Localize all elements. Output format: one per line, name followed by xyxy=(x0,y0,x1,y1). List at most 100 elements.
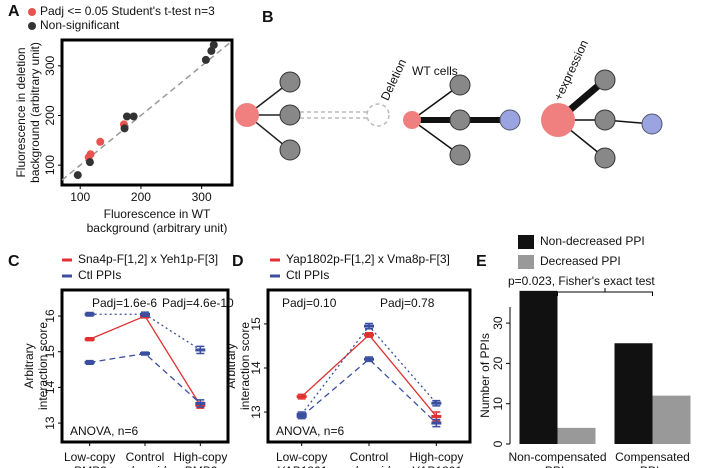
y-tick-label: 20 xyxy=(491,356,505,370)
x-tick-label-line: YAP1801 xyxy=(411,464,461,468)
x-tick-label: Low-copyPMP3 xyxy=(64,450,115,468)
series-line xyxy=(301,325,437,415)
plot-frame xyxy=(60,38,234,187)
x-tick-label-line: Non-compensated xyxy=(508,450,606,464)
node xyxy=(541,103,575,137)
legend-label: Ctl PPIs xyxy=(286,268,329,282)
legend-swatch xyxy=(518,235,534,249)
point xyxy=(120,124,129,133)
panel-letter: A xyxy=(8,3,20,20)
x-tick-label-line: Control xyxy=(126,450,165,464)
point xyxy=(195,348,206,352)
point xyxy=(140,312,150,316)
node xyxy=(279,139,301,161)
node xyxy=(449,144,471,166)
panel-letter: D xyxy=(232,253,244,270)
point xyxy=(364,357,374,361)
series-line xyxy=(301,358,437,424)
node xyxy=(499,109,521,131)
y-tick-label: 0 xyxy=(491,440,505,447)
legend-label: Ctl PPIs xyxy=(78,268,121,282)
x-tick-label-line: YAP1801 xyxy=(277,464,327,468)
x-tick-label-line: Compensated xyxy=(615,450,690,464)
point xyxy=(195,401,206,405)
x-tick-label-line: High-copy xyxy=(409,450,463,464)
identity-line xyxy=(61,40,233,181)
point xyxy=(296,395,307,399)
x-tick-label-line: PMP3 xyxy=(184,464,217,468)
point xyxy=(84,360,95,364)
bar xyxy=(614,343,653,444)
legend-marker xyxy=(28,22,36,30)
y-tick-label: 10 xyxy=(491,397,505,411)
node xyxy=(449,74,471,96)
y-axis-label: Fluorescence in deletionbackground (arbi… xyxy=(14,42,42,183)
y-axis-label: Arbitraryinteraction score xyxy=(224,322,252,410)
x-tick-label-line: plasmid xyxy=(123,464,166,468)
annotation: Padj=0.78 xyxy=(380,296,435,310)
panel-letter: C xyxy=(8,253,20,270)
y-axis-label-line: background (arbitrary unit) xyxy=(28,42,42,183)
x-tick-label-line: Control xyxy=(350,450,389,464)
y-tick-label: 15 xyxy=(43,345,57,359)
diagram-label: WT cells xyxy=(412,64,458,78)
y-tick-label: 15 xyxy=(249,317,263,331)
node xyxy=(641,113,663,135)
annotation: Padj=1.6e-6 xyxy=(92,296,157,310)
legend-label: Sna4p-F[1,2] x Yeh1p-F[3] xyxy=(78,252,218,266)
point xyxy=(364,333,374,337)
x-tick-label-line: plasmid xyxy=(347,464,390,468)
legend-marker xyxy=(28,8,36,16)
point xyxy=(84,337,95,341)
x-tick-label-line: PPIs xyxy=(640,464,665,468)
point xyxy=(364,324,374,328)
legend-label: Non-decreased PPI xyxy=(540,234,645,248)
x-tick-label: Non-compensatedPPIs xyxy=(508,450,606,468)
point xyxy=(431,414,442,418)
annotation: Padj=4.6e-10 xyxy=(162,296,234,310)
node xyxy=(449,109,471,131)
y-axis-label-line: Arbitrary xyxy=(22,343,36,388)
x-tick-label: Low-copyYAP1801 xyxy=(276,450,327,468)
node xyxy=(235,103,259,127)
point xyxy=(140,352,150,356)
annotation: ANOVA, n=6 xyxy=(276,424,344,438)
y-tick-label: 16 xyxy=(43,309,57,323)
x-tick-label: 300 xyxy=(192,190,212,204)
annotation: ANOVA, n=6 xyxy=(70,424,138,438)
bar xyxy=(519,290,558,444)
x-tick-label: High-copyYAP1801 xyxy=(409,450,463,468)
legend-label: Padj <= 0.05 Student's t-test n=3 xyxy=(40,4,215,18)
point xyxy=(201,55,210,64)
node xyxy=(594,69,616,91)
node xyxy=(279,71,301,93)
legend-label: Decreased PPI xyxy=(540,254,621,268)
series-line xyxy=(89,352,201,404)
point xyxy=(86,150,95,159)
panel-letter: B xyxy=(262,9,274,26)
point xyxy=(85,158,94,167)
x-tick-label: High-copyPMP3 xyxy=(173,450,227,468)
x-tick-label-line: PMP3 xyxy=(73,464,106,468)
x-tick-label-line: Low-copy xyxy=(276,450,327,464)
y-axis-label-line: interaction score xyxy=(36,322,50,410)
bar xyxy=(557,427,596,444)
x-tick-label-line: Low-copy xyxy=(64,450,115,464)
y-tick-label: 100 xyxy=(43,155,57,175)
x-tick-label: Controlplasmid xyxy=(123,450,166,468)
legend-label: Non-significant xyxy=(40,18,120,32)
node xyxy=(403,111,421,129)
annotation: p=0.023, Fisher's exact test xyxy=(508,274,655,288)
x-tick-label: 200 xyxy=(131,190,151,204)
y-tick-label: 30 xyxy=(491,316,505,330)
legend-swatch xyxy=(518,255,534,269)
y-tick-label: 14 xyxy=(249,361,263,375)
point xyxy=(96,137,105,146)
y-axis-label-line: Fluorescence in deletion xyxy=(14,47,28,177)
point xyxy=(431,401,442,405)
diagram-label: Deletion xyxy=(378,57,409,103)
x-tick-label: CompensatedPPIs xyxy=(615,450,690,468)
x-tick-label: Controlplasmid xyxy=(347,450,390,468)
y-axis-label: Number of PPIs xyxy=(478,333,492,418)
